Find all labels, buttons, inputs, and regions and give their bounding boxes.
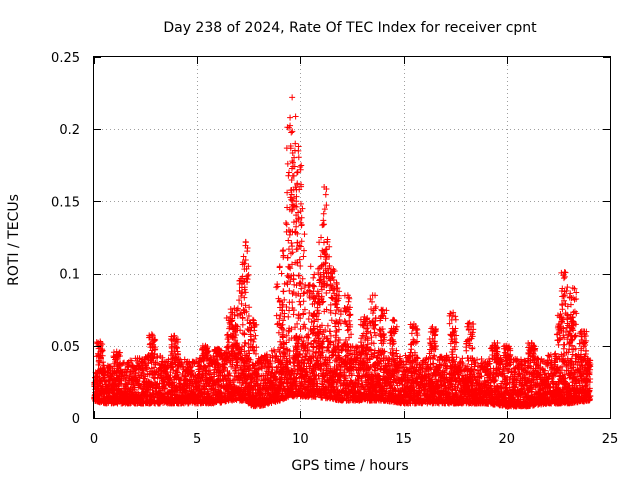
data-point [169, 364, 176, 371]
data-points [91, 94, 594, 410]
data-point [170, 367, 177, 374]
data-point [123, 374, 130, 381]
data-point [136, 382, 143, 389]
data-point [162, 359, 169, 366]
data-point [165, 356, 172, 363]
data-point [154, 359, 161, 366]
data-point [157, 387, 164, 394]
data-point [167, 360, 174, 367]
data-point [167, 372, 174, 379]
data-point [162, 385, 169, 392]
data-point [138, 364, 145, 371]
data-point [105, 382, 112, 389]
data-point [128, 357, 135, 364]
data-point [144, 364, 151, 371]
data-point [478, 356, 485, 363]
